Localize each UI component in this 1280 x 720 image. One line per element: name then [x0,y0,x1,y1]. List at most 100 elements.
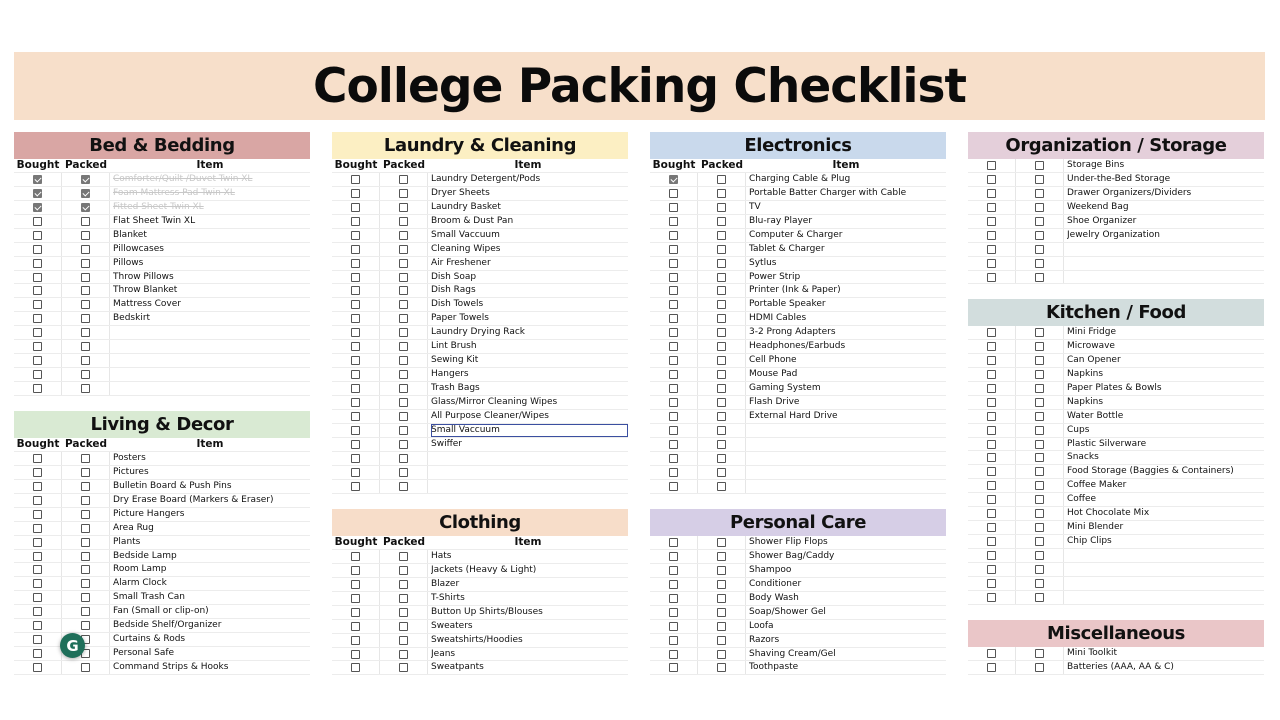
item-cell[interactable]: Shaving Cream/Gel [749,648,836,659]
bought-checkbox[interactable] [351,328,360,338]
packed-checkbox[interactable] [717,467,726,477]
bought-checkbox[interactable] [669,342,678,352]
packed-checkbox[interactable] [717,593,726,603]
bought-checkbox[interactable] [669,467,678,477]
bought-checkbox[interactable] [987,592,996,602]
item-cell[interactable]: Sweatshirts/Hoodies [431,634,523,645]
bought-checkbox[interactable] [669,370,678,380]
item-cell[interactable]: Personal Safe [113,648,175,659]
item-cell[interactable]: Dry Erase Board (Markers & Eraser) [113,494,274,505]
item-cell[interactable]: Bulletin Board & Push Pins [113,480,232,491]
packed-checkbox[interactable] [1035,537,1044,547]
bought-checkbox[interactable] [351,216,360,226]
packed-checkbox[interactable] [81,202,90,212]
packed-checkbox[interactable] [81,272,90,282]
packed-checkbox[interactable] [717,188,726,198]
item-cell[interactable]: Mini Toolkit [1067,648,1118,658]
bought-checkbox[interactable] [33,370,42,380]
packed-checkbox[interactable] [81,537,90,547]
bought-checkbox[interactable] [351,579,360,589]
item-cell[interactable]: Hangers [431,369,469,380]
bought-checkbox[interactable] [33,509,42,519]
bought-checkbox[interactable] [669,286,678,296]
item-cell[interactable]: Under-the-Bed Storage [1067,173,1171,184]
bought-checkbox[interactable] [987,649,996,658]
item-cell[interactable]: Printer (Ink & Paper) [749,285,841,296]
bought-checkbox[interactable] [33,537,42,547]
packed-checkbox[interactable] [399,230,408,240]
packed-checkbox[interactable] [717,244,726,254]
item-cell[interactable]: Conditioner [749,578,802,589]
bought-checkbox[interactable] [987,509,996,519]
bought-checkbox[interactable] [351,425,360,435]
item-cell[interactable]: Mini Blender [1067,522,1124,533]
item-cell[interactable]: Curtains & Rods [113,634,186,645]
item-cell[interactable]: Chip Clips [1067,536,1112,547]
item-cell[interactable]: Dryer Sheets [431,187,490,198]
packed-checkbox[interactable] [717,481,726,491]
packed-checkbox[interactable] [81,384,90,393]
item-cell[interactable]: Drawer Organizers/Dividers [1067,187,1192,198]
bought-checkbox[interactable] [351,607,360,617]
packed-checkbox[interactable] [717,453,726,463]
item-cell[interactable]: T-Shirts [431,592,465,603]
packed-checkbox[interactable] [717,300,726,310]
item-cell[interactable]: Swiffer [431,438,463,449]
bought-checkbox[interactable] [33,230,42,240]
packed-checkbox[interactable] [1035,467,1044,477]
packed-checkbox[interactable] [399,593,408,603]
packed-checkbox[interactable] [1035,161,1044,170]
packed-checkbox[interactable] [81,509,90,519]
item-cell[interactable]: Jeans [431,648,456,659]
bought-checkbox[interactable] [33,384,42,393]
bought-checkbox[interactable] [669,244,678,254]
bought-checkbox[interactable] [669,397,678,407]
packed-checkbox[interactable] [717,356,726,366]
bought-checkbox[interactable] [33,272,42,282]
item-cell[interactable]: Tablet & Charger [749,243,825,254]
item-cell[interactable]: All Purpose Cleaner/Wipes [431,410,549,421]
bought-checkbox[interactable] [351,397,360,407]
bought-checkbox[interactable] [669,384,678,393]
item-cell[interactable]: Gaming System [749,383,821,393]
bought-checkbox[interactable] [987,355,996,365]
item-cell[interactable]: Shampoo [749,564,792,575]
packed-checkbox[interactable] [1035,341,1044,351]
packed-checkbox[interactable] [81,244,90,254]
bought-checkbox[interactable] [351,663,360,673]
item-cell[interactable]: Broom & Dust Pan [431,215,514,226]
item-cell[interactable]: Laundry Detergent/Pods [431,173,541,184]
packed-checkbox[interactable] [1035,397,1044,407]
item-cell[interactable]: Food Storage (Baggies & Containers) [1067,466,1234,477]
item-cell[interactable]: Paper Plates & Bowls [1067,382,1162,393]
packed-checkbox[interactable] [717,538,726,547]
item-cell[interactable]: Hats [431,550,452,561]
item-cell[interactable]: Jackets (Heavy & Light) [431,564,537,575]
bought-checkbox[interactable] [669,272,678,282]
packed-checkbox[interactable] [399,286,408,296]
bought-checkbox[interactable] [669,565,678,575]
bought-checkbox[interactable] [987,467,996,477]
bought-checkbox[interactable] [33,286,42,296]
bought-checkbox[interactable] [351,300,360,310]
item-cell[interactable]: Mouse Pad [749,369,798,380]
item-cell[interactable]: Pillowcases [113,243,164,254]
packed-checkbox[interactable] [717,607,726,617]
bought-checkbox[interactable] [33,481,42,491]
packed-checkbox[interactable] [81,230,90,240]
packed-checkbox[interactable] [1035,216,1044,226]
packed-checkbox[interactable] [399,551,408,561]
bought-checkbox[interactable] [351,565,360,575]
packed-checkbox[interactable] [81,523,90,533]
bought-checkbox[interactable] [33,453,42,463]
item-cell[interactable]: Paper Towels [431,313,489,324]
packed-checkbox[interactable] [399,272,408,282]
item-cell[interactable]: Mini Fridge [1067,327,1117,337]
packed-checkbox[interactable] [1035,188,1044,198]
bought-checkbox[interactable] [987,383,996,393]
item-cell[interactable]: Power Strip [749,271,801,282]
bought-checkbox[interactable] [669,314,678,324]
packed-checkbox[interactable] [81,453,90,463]
bought-checkbox[interactable] [351,314,360,324]
packed-checkbox[interactable] [399,481,408,491]
